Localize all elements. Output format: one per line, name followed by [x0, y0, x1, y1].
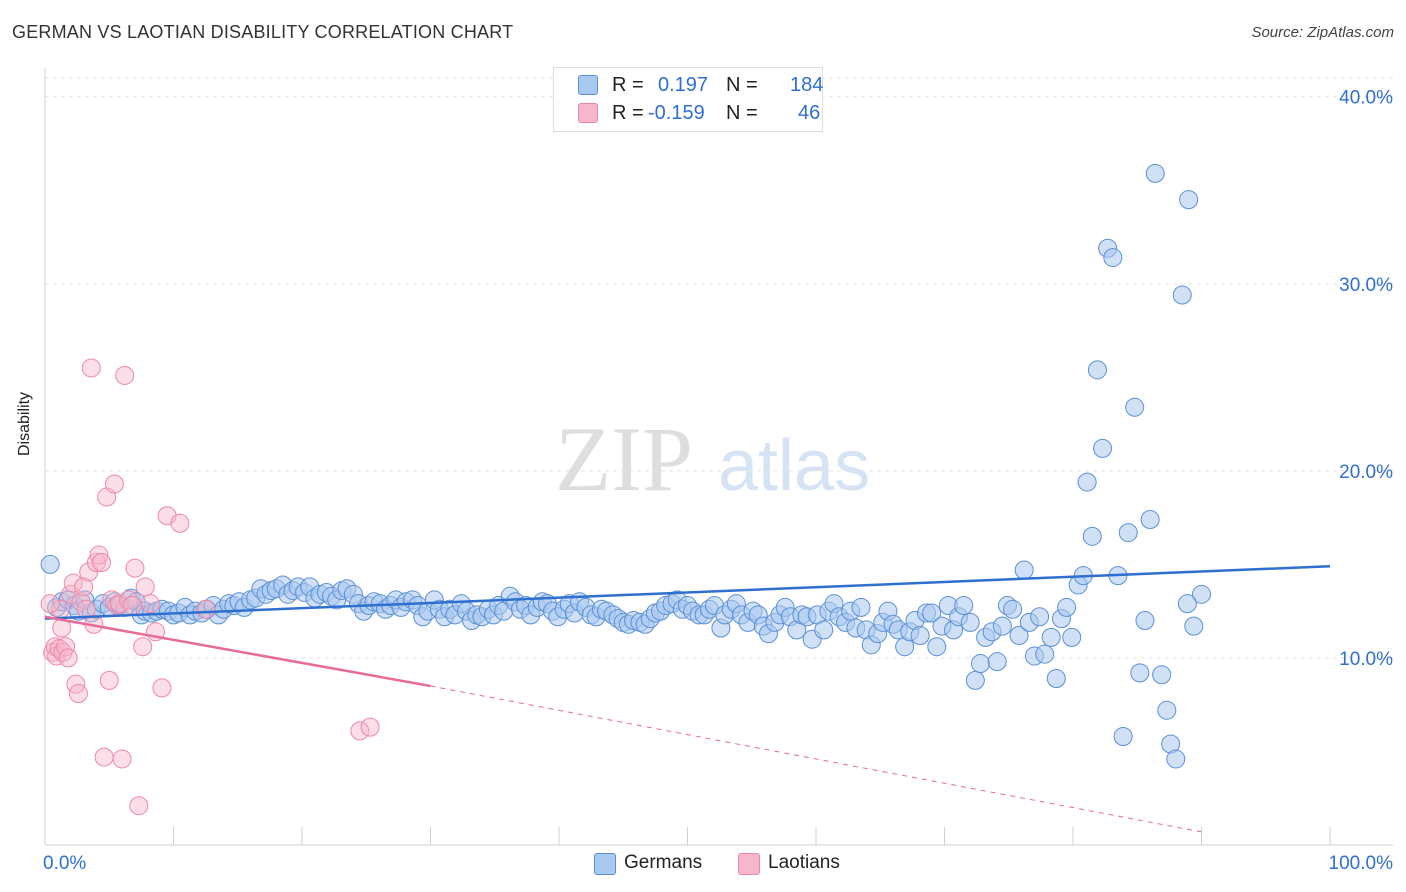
german-point [1172, 285, 1192, 305]
laotian-point [122, 596, 142, 616]
laotian-point [125, 558, 145, 578]
german-point [1113, 726, 1133, 746]
german-point [1077, 472, 1097, 492]
german-point [1087, 360, 1107, 380]
laotian-point [92, 553, 112, 573]
laotian-point [74, 577, 94, 597]
watermark-zip: ZIP [555, 408, 693, 510]
german-point [1057, 597, 1077, 617]
legend-label-germans: Germans [624, 852, 703, 873]
laotian-point [89, 545, 109, 565]
y-axis-label: Disability [16, 391, 33, 456]
x-tick-label: 0.0% [43, 853, 86, 874]
y-tick-label: 20.0% [1339, 462, 1393, 483]
german-point [965, 670, 985, 690]
german-point [1030, 607, 1050, 627]
laotian-swatch [578, 103, 598, 123]
laotian-trend-extension [430, 685, 1202, 833]
laotian-point [81, 358, 101, 378]
german-point [910, 625, 930, 645]
german-point [954, 596, 974, 616]
german-point [1093, 438, 1113, 458]
german-point [1140, 509, 1160, 529]
german-point [1125, 397, 1145, 417]
german-point [1014, 560, 1034, 580]
laotian-point [76, 599, 96, 619]
german-r-value: 0.197 [658, 74, 709, 96]
laotian-trend-line [44, 615, 431, 688]
german-point [1062, 627, 1082, 647]
source-label: Source: ZipAtlas.com [1251, 24, 1394, 41]
legend-label-laotians: Laotians [768, 852, 840, 873]
german-point [960, 612, 980, 632]
n-label: N = [726, 102, 758, 124]
laotian-point [133, 637, 153, 657]
german-point [1135, 611, 1155, 631]
r-label: R = [612, 102, 644, 124]
laotian-point [196, 599, 216, 619]
german-point [1157, 700, 1177, 720]
laotian-point [152, 678, 172, 698]
laotian-point [112, 749, 132, 769]
laotian-point [115, 365, 135, 385]
laotian-point [135, 577, 155, 597]
german-swatch [578, 75, 598, 95]
german-point [927, 637, 947, 657]
german-point [851, 597, 871, 617]
german-point [1035, 644, 1055, 664]
laotian-n-value: 46 [798, 102, 821, 124]
german-point [1082, 526, 1102, 546]
german-point [1179, 190, 1199, 210]
n-label: N = [726, 74, 758, 96]
german-point [922, 603, 942, 623]
german-point [1103, 248, 1123, 268]
german-point [814, 620, 834, 640]
laotian-point [360, 717, 380, 737]
german-point [1166, 749, 1186, 769]
german-trend-line [44, 565, 1331, 620]
german-point [1041, 627, 1061, 647]
laotian-point [40, 594, 60, 614]
y-tick-label: 30.0% [1339, 275, 1393, 296]
german-n-value: 184 [790, 74, 824, 96]
stats-box: R = 0.197 N = 184 R = -0.159 N = 46 [553, 67, 823, 132]
chart-title: GERMAN VS LAOTIAN DISABILITY CORRELATION… [12, 22, 514, 42]
german-point [970, 654, 990, 674]
laotian-point [99, 670, 119, 690]
german-point [1046, 669, 1066, 689]
german-point [1118, 523, 1138, 543]
german-point [1145, 163, 1165, 183]
german-point [40, 554, 60, 574]
laotian-r-value: -0.159 [648, 102, 705, 124]
german-point [992, 616, 1012, 636]
laotian-point [350, 721, 370, 741]
laotian-point [68, 683, 88, 703]
y-tick-label: 40.0% [1339, 88, 1393, 109]
laotian-point [140, 594, 160, 614]
german-point [1009, 625, 1029, 645]
laotian-point [58, 648, 78, 668]
watermark-atlas: atlas [718, 426, 870, 506]
r-label: R = [612, 74, 644, 96]
laotian-point [94, 747, 114, 767]
legend-swatch-germans [594, 853, 616, 875]
laotian-point [86, 553, 106, 573]
laotian-point [104, 474, 124, 494]
german-point [1003, 599, 1023, 619]
laotian-point [63, 573, 83, 593]
legend-swatch-laotians [738, 853, 760, 875]
laotian-point [56, 637, 76, 657]
german-point [1177, 594, 1197, 614]
laotian-point [119, 590, 139, 610]
laotian-point [170, 513, 190, 533]
x-tick-label: 100.0% [1329, 853, 1394, 874]
german-point [1184, 616, 1204, 636]
german-point [987, 652, 1007, 672]
y-tick-label: 10.0% [1339, 649, 1393, 670]
laotian-point [129, 796, 149, 816]
german-point [1152, 665, 1172, 685]
german-point [1130, 663, 1150, 683]
german-point [1192, 584, 1211, 604]
